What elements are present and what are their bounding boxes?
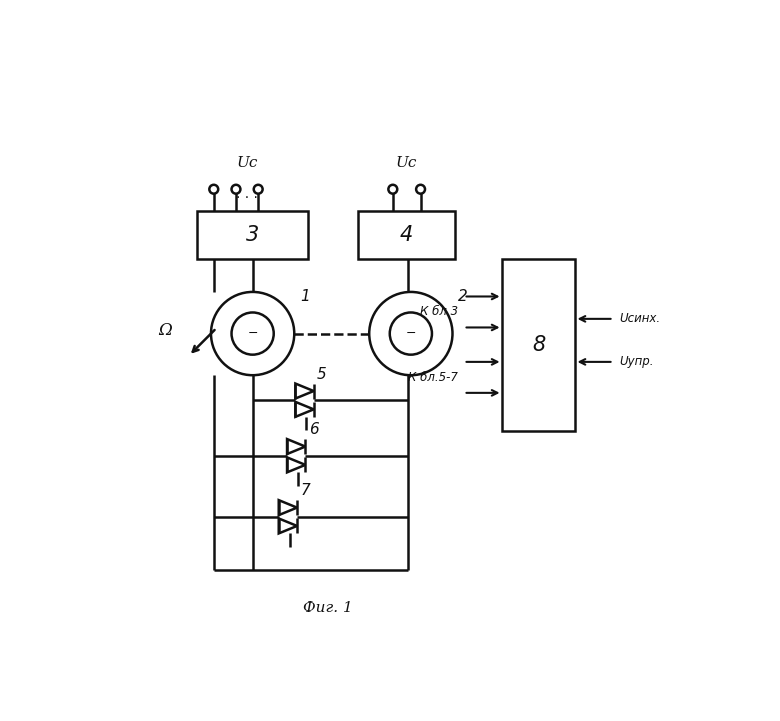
Text: 5: 5 [317,367,327,382]
Text: −: − [406,327,416,340]
Text: 6: 6 [309,423,318,438]
Text: Фиг. 1: Фиг. 1 [303,601,353,616]
Text: 4: 4 [400,225,413,245]
Bar [358,211,456,259]
Text: Uc: Uc [396,156,417,170]
Bar [502,259,575,430]
Text: 1: 1 [300,289,310,304]
Circle shape [209,185,218,194]
Circle shape [416,185,425,194]
Text: 7: 7 [300,484,310,498]
Circle shape [232,312,274,355]
Circle shape [388,185,397,194]
Text: · · ·: · · · [236,190,258,205]
Text: 2: 2 [458,289,468,304]
Text: Uупр.: Uупр. [619,355,654,368]
Text: Uсинх.: Uсинх. [619,312,660,325]
Text: −: − [247,327,258,340]
Bar [197,211,308,259]
Text: Uc: Uc [236,156,257,170]
Circle shape [211,292,294,375]
Text: Ω: Ω [158,322,172,340]
Text: К бл.5-7: К бл.5-7 [408,371,458,384]
Text: К бл.3: К бл.3 [420,306,458,319]
Circle shape [232,185,240,194]
Circle shape [254,185,263,194]
Text: 3: 3 [246,225,259,245]
Circle shape [390,312,432,355]
Text: 8: 8 [532,335,545,355]
Circle shape [369,292,452,375]
